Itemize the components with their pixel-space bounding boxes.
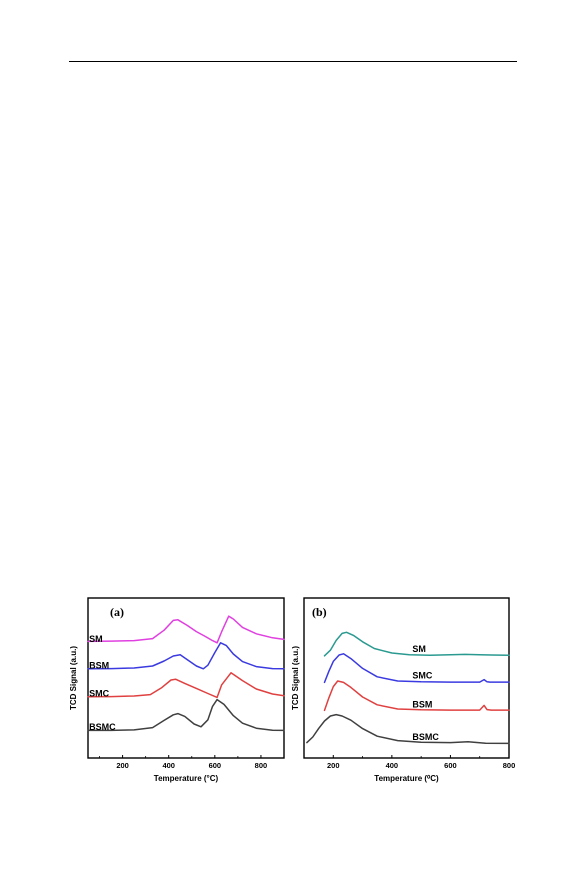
tpr-chart-b: 200 400 600 800 Temperature (⁰C) TCD Signal (… xyxy=(291,597,516,783)
series-line-bsm xyxy=(87,642,285,670)
series-label-bsm: BSM xyxy=(412,699,432,709)
series-label-smc: SMC xyxy=(89,688,110,698)
series-label-bsmc: BSMC xyxy=(89,722,116,732)
x-tick-label: 400 xyxy=(386,761,399,770)
y-axis-title: TCD Signal (a.u.) xyxy=(291,646,300,710)
header-rule xyxy=(69,61,517,62)
plot-frame xyxy=(303,597,510,759)
series-line-bsmc xyxy=(306,713,510,745)
series-line-sm xyxy=(323,631,510,657)
series-line-sm xyxy=(87,615,285,644)
series-label-sm: SM xyxy=(89,634,103,644)
y-axis-title: TCD Signal (a.u.) xyxy=(69,646,78,710)
panel-label: (b) xyxy=(312,605,327,619)
series-line-smc xyxy=(323,653,510,684)
x-tick-label: 800 xyxy=(503,761,516,770)
series-label-bsmc: BSMC xyxy=(412,732,439,742)
x-tick-label: 200 xyxy=(116,761,129,770)
series-line-bsmc xyxy=(87,698,285,732)
x-tick-label: 200 xyxy=(327,761,340,770)
x-tick-label: 800 xyxy=(255,761,268,770)
x-axis-title: Temperature (°C) xyxy=(154,774,219,783)
tpr-chart-a: 200 400 600 800 Temperature (°C) TCD Signal (… xyxy=(69,597,285,783)
series-line-smc xyxy=(87,672,285,699)
series-label-bsm: BSM xyxy=(89,660,109,670)
plot-frame xyxy=(87,597,285,759)
x-tick-label: 400 xyxy=(162,761,175,770)
series-line-bsm xyxy=(323,680,510,712)
x-axis-title: Temperature (⁰C) xyxy=(374,774,439,783)
series-label-sm: SM xyxy=(412,644,426,654)
panel-label: (a) xyxy=(110,605,124,619)
x-tick-label: 600 xyxy=(209,761,222,770)
series-label-smc: SMC xyxy=(412,670,433,680)
x-tick-label: 600 xyxy=(444,761,457,770)
